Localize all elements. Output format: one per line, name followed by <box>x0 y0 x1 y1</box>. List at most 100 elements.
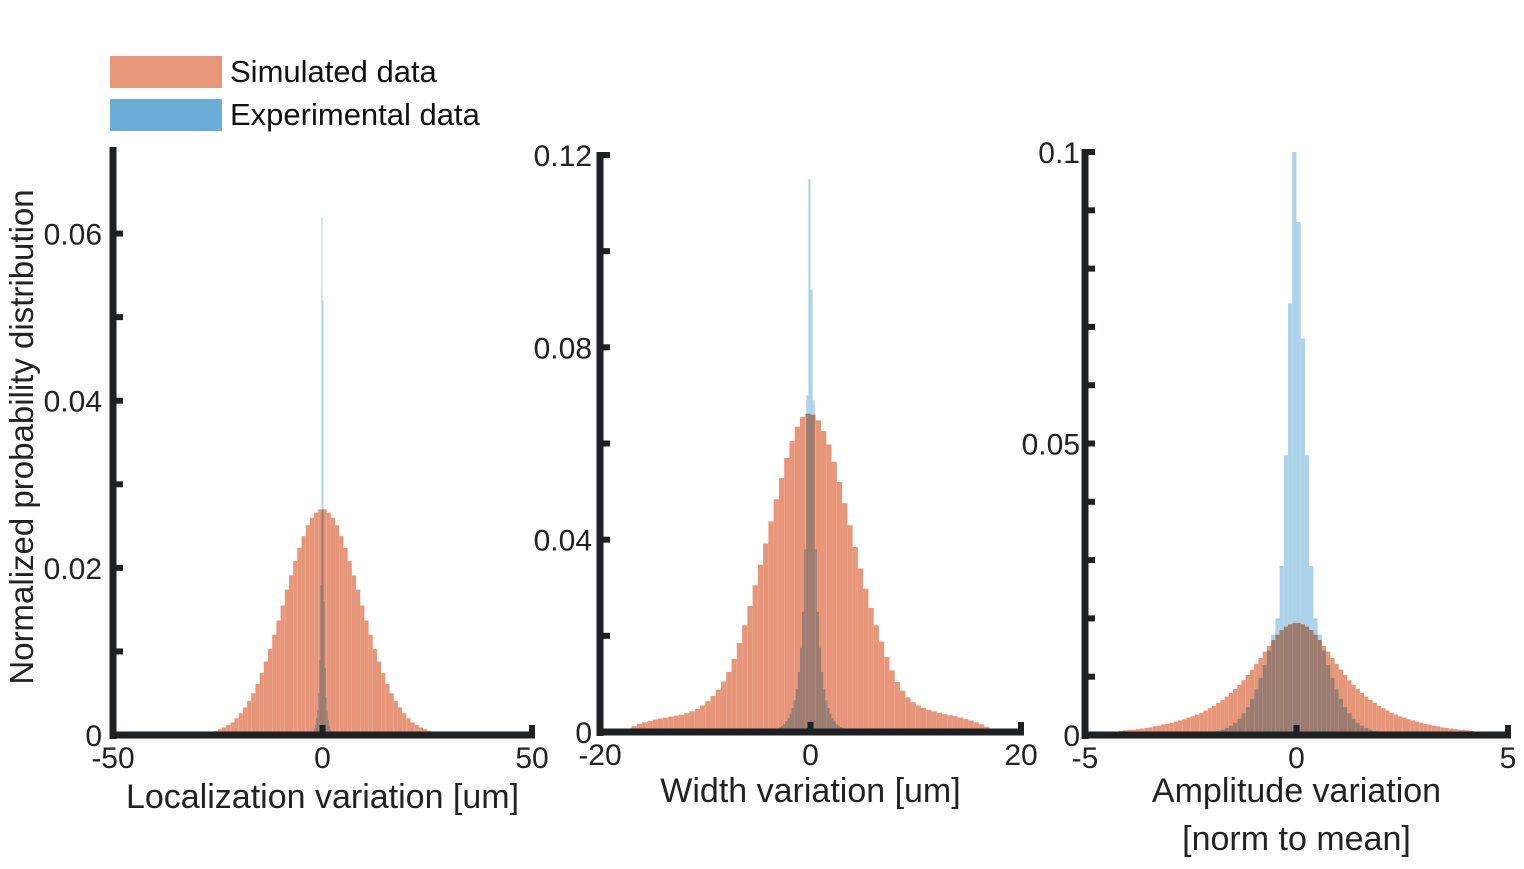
histogram-bar <box>789 441 795 732</box>
histogram-bar <box>1385 710 1390 735</box>
histogram-bar <box>1161 724 1166 735</box>
histogram-bar <box>1304 455 1310 735</box>
y-tick-label: 0.04 <box>44 386 102 419</box>
histogram-bar <box>1233 688 1238 735</box>
legend-swatch-simulated <box>110 55 222 88</box>
histogram-bar <box>905 697 911 732</box>
y-tick-label: 0.06 <box>44 219 102 252</box>
histogram-bar <box>799 647 803 732</box>
histogram-bar <box>973 722 979 732</box>
histogram-bar <box>1347 680 1352 735</box>
histogram-bar <box>1313 618 1318 735</box>
histogram-bar <box>821 671 824 732</box>
histogram-bar <box>831 718 834 732</box>
histogram-bar <box>318 693 320 735</box>
histogram-bar <box>1330 677 1335 735</box>
experimental-histogram-localization <box>313 216 332 735</box>
histogram-bar <box>836 481 843 732</box>
histogram-bar <box>1258 677 1263 735</box>
histogram-bar <box>1194 714 1200 735</box>
histogram-bar <box>1355 722 1360 735</box>
histogram-bar <box>795 688 798 732</box>
histogram-bar <box>293 561 298 735</box>
histogram-bar <box>789 713 792 732</box>
histogram-bar <box>1237 718 1242 735</box>
histogram-bar <box>322 300 324 735</box>
histogram-bar <box>1178 720 1183 735</box>
histogram-bar <box>1152 726 1157 735</box>
histogram-bar <box>816 611 819 732</box>
histogram-bar <box>1359 725 1365 735</box>
histogram-bar <box>1245 674 1250 735</box>
histogram-bar <box>1203 710 1208 735</box>
histogram-bar <box>255 684 260 735</box>
histogram-bar <box>1220 700 1225 735</box>
histogram-bar <box>689 711 695 732</box>
histogram-bar <box>297 547 302 735</box>
y-tick-label: 0.05 <box>1022 429 1080 462</box>
histogram-bar <box>418 727 424 735</box>
histogram-bar <box>414 724 419 735</box>
histogram-bar <box>323 601 325 735</box>
histogram-bar <box>372 648 377 735</box>
histogram-bar <box>636 723 643 732</box>
histogram-bar <box>978 724 985 732</box>
x-tick-label: 50 <box>515 742 548 775</box>
histogram-bar <box>321 216 323 735</box>
histogram-bar <box>652 719 658 732</box>
histogram-bar <box>347 561 352 735</box>
histogram-bar <box>1186 717 1191 735</box>
histogram-bar <box>742 625 748 732</box>
histogram-bar <box>1275 618 1280 735</box>
legend-label-experimental: Experimental data <box>230 96 480 132</box>
histogram-bar <box>330 517 336 735</box>
x-tick-label: 0 <box>314 742 331 775</box>
histogram-bar <box>1326 665 1331 735</box>
histogram-bar <box>1288 303 1293 735</box>
histogram-bar <box>314 512 319 735</box>
histogram-bar <box>936 712 943 732</box>
histogram-bar <box>325 697 327 735</box>
histogram-bar <box>889 670 895 732</box>
histogram-bar <box>847 525 853 732</box>
histogram-bar <box>731 658 737 732</box>
histogram-bar <box>726 671 732 732</box>
histogram-bar <box>326 711 328 735</box>
histogram-bar <box>305 525 310 735</box>
histogram-bar <box>826 444 832 732</box>
histogram-bar <box>381 673 386 735</box>
y-tick-label: 0.04 <box>534 525 592 558</box>
histogram-bar <box>410 722 415 735</box>
histogram-bar <box>952 716 958 732</box>
histogram-bar <box>821 430 827 732</box>
histogram-bar <box>234 718 239 735</box>
histogram-bar <box>710 695 716 732</box>
legend-item-simulated: Simulated data <box>110 50 480 93</box>
histogram-bar <box>783 723 786 732</box>
histogram-bar <box>1300 338 1305 735</box>
histogram-bar <box>1368 700 1373 735</box>
histogram-bar <box>1241 713 1246 735</box>
histogram-bar <box>322 509 327 735</box>
histogram-bar <box>356 589 361 735</box>
histogram-bar <box>1351 718 1356 735</box>
histogram-bar <box>1427 724 1432 735</box>
histogram-bar <box>1199 712 1204 735</box>
histogram-bar <box>1241 680 1246 735</box>
histogram-bar <box>1173 721 1179 735</box>
histogram-bar <box>668 716 674 732</box>
histogram-bar <box>376 661 382 735</box>
histogram-bar <box>320 584 322 735</box>
histogram-bar <box>747 606 753 732</box>
y-tick-label: 0 <box>85 720 102 753</box>
histogram-bar <box>1343 674 1348 735</box>
histogram-bar <box>829 713 832 732</box>
histogram-bar <box>328 725 330 735</box>
histogram-bar <box>351 575 357 735</box>
histogram-bar <box>1228 725 1234 735</box>
histogram-bar <box>326 512 331 735</box>
histogram-bar <box>873 625 879 732</box>
histogram-bar <box>276 620 281 735</box>
histogram-bar <box>926 709 932 732</box>
